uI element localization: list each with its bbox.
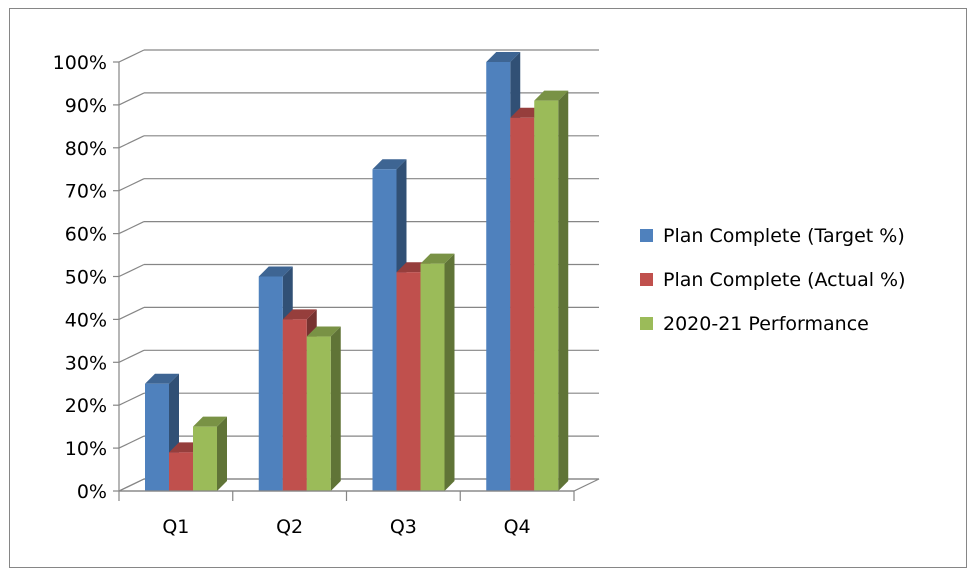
bar-front (193, 426, 217, 491)
y-axis-tick-labels: 0% 10% 20% 30% 40% 50% 60% 70% 80% 90% 100% (53, 52, 107, 503)
legend-swatch (640, 317, 653, 330)
bar-front (145, 383, 169, 491)
legend-swatch (640, 229, 653, 242)
bar-top (282, 309, 317, 320)
bar-side (217, 416, 227, 491)
y-tick-label: 80% (65, 138, 107, 160)
gridline-side (118, 135, 145, 149)
bar-top (534, 90, 569, 101)
bar-top (193, 416, 227, 427)
legend: Plan Complete (Target %) Plan Complete (A… (640, 225, 906, 335)
gridline-side (118, 178, 145, 192)
bar-top (486, 52, 521, 62)
gridline-side (118, 92, 145, 106)
gridline-side (118, 306, 145, 320)
gridline-side (118, 263, 145, 278)
x-tick-label: Q4 (504, 516, 531, 538)
x-tick-label: Q1 (162, 516, 189, 538)
axes (113, 61, 575, 501)
bar-front (306, 336, 331, 491)
bar (420, 253, 455, 491)
y-tick-label: 50% (65, 267, 107, 289)
bar-side (558, 90, 569, 492)
bar-top (420, 253, 455, 264)
gridline-side (118, 349, 145, 363)
bars (145, 52, 569, 492)
x-axis-tick-labels: Q1 Q2 Q3 Q4 (162, 516, 530, 538)
bar (306, 326, 341, 491)
bar-front (396, 272, 421, 491)
gridline-side (118, 478, 145, 492)
legend-item: Plan Complete (Target %) (640, 225, 905, 247)
legend-item: Plan Complete (Actual %) (640, 269, 906, 291)
legend-label: Plan Complete (Target %) (663, 225, 905, 247)
y-tick-label: 40% (65, 309, 107, 331)
legend-label: Plan Complete (Actual %) (663, 269, 906, 291)
gridline-side (118, 221, 145, 235)
gridline-side (118, 49, 145, 63)
gridline-side (118, 435, 145, 449)
y-tick-label: 70% (65, 181, 107, 203)
bar-front (534, 100, 559, 492)
gridline-side (118, 392, 145, 406)
y-tick-label: 60% (65, 224, 107, 246)
x-tick-label: Q2 (276, 516, 303, 538)
bar-front (420, 263, 445, 491)
y-tick-label: 30% (65, 352, 107, 374)
legend-label: 2020-21 Performance (663, 313, 869, 335)
bar-top (306, 326, 341, 337)
bar-top (145, 373, 179, 384)
bar-front (169, 452, 193, 491)
legend-item: 2020-21 Performance (640, 313, 869, 335)
bar-top (372, 159, 407, 170)
bar-side (444, 253, 455, 491)
bar (193, 416, 227, 491)
bar-front (486, 62, 511, 491)
bar (534, 90, 569, 492)
legend-swatch (640, 273, 653, 286)
y-tick-label: 20% (65, 395, 107, 417)
bar-front (372, 169, 397, 491)
y-tick-label: 100% (53, 52, 107, 74)
bar-side (330, 326, 341, 491)
bar-front (282, 319, 307, 491)
x-tick-label: Q3 (390, 516, 417, 538)
chart-plot: 0% 10% 20% 30% 40% 50% 60% 70% 80% 90% 100% Q1 Q2 Q3… (53, 49, 906, 538)
bar-front (510, 117, 535, 492)
chart-frame: 0% 10% 20% 30% 40% 50% 60% 70% 80% 90% 100% Q1 Q2 Q3… (9, 8, 967, 568)
y-tick-label: 10% (65, 438, 107, 460)
y-tick-label: 0% (77, 481, 107, 503)
bar-top (258, 266, 293, 277)
bar-front (258, 276, 283, 491)
y-tick-label: 90% (65, 95, 107, 117)
